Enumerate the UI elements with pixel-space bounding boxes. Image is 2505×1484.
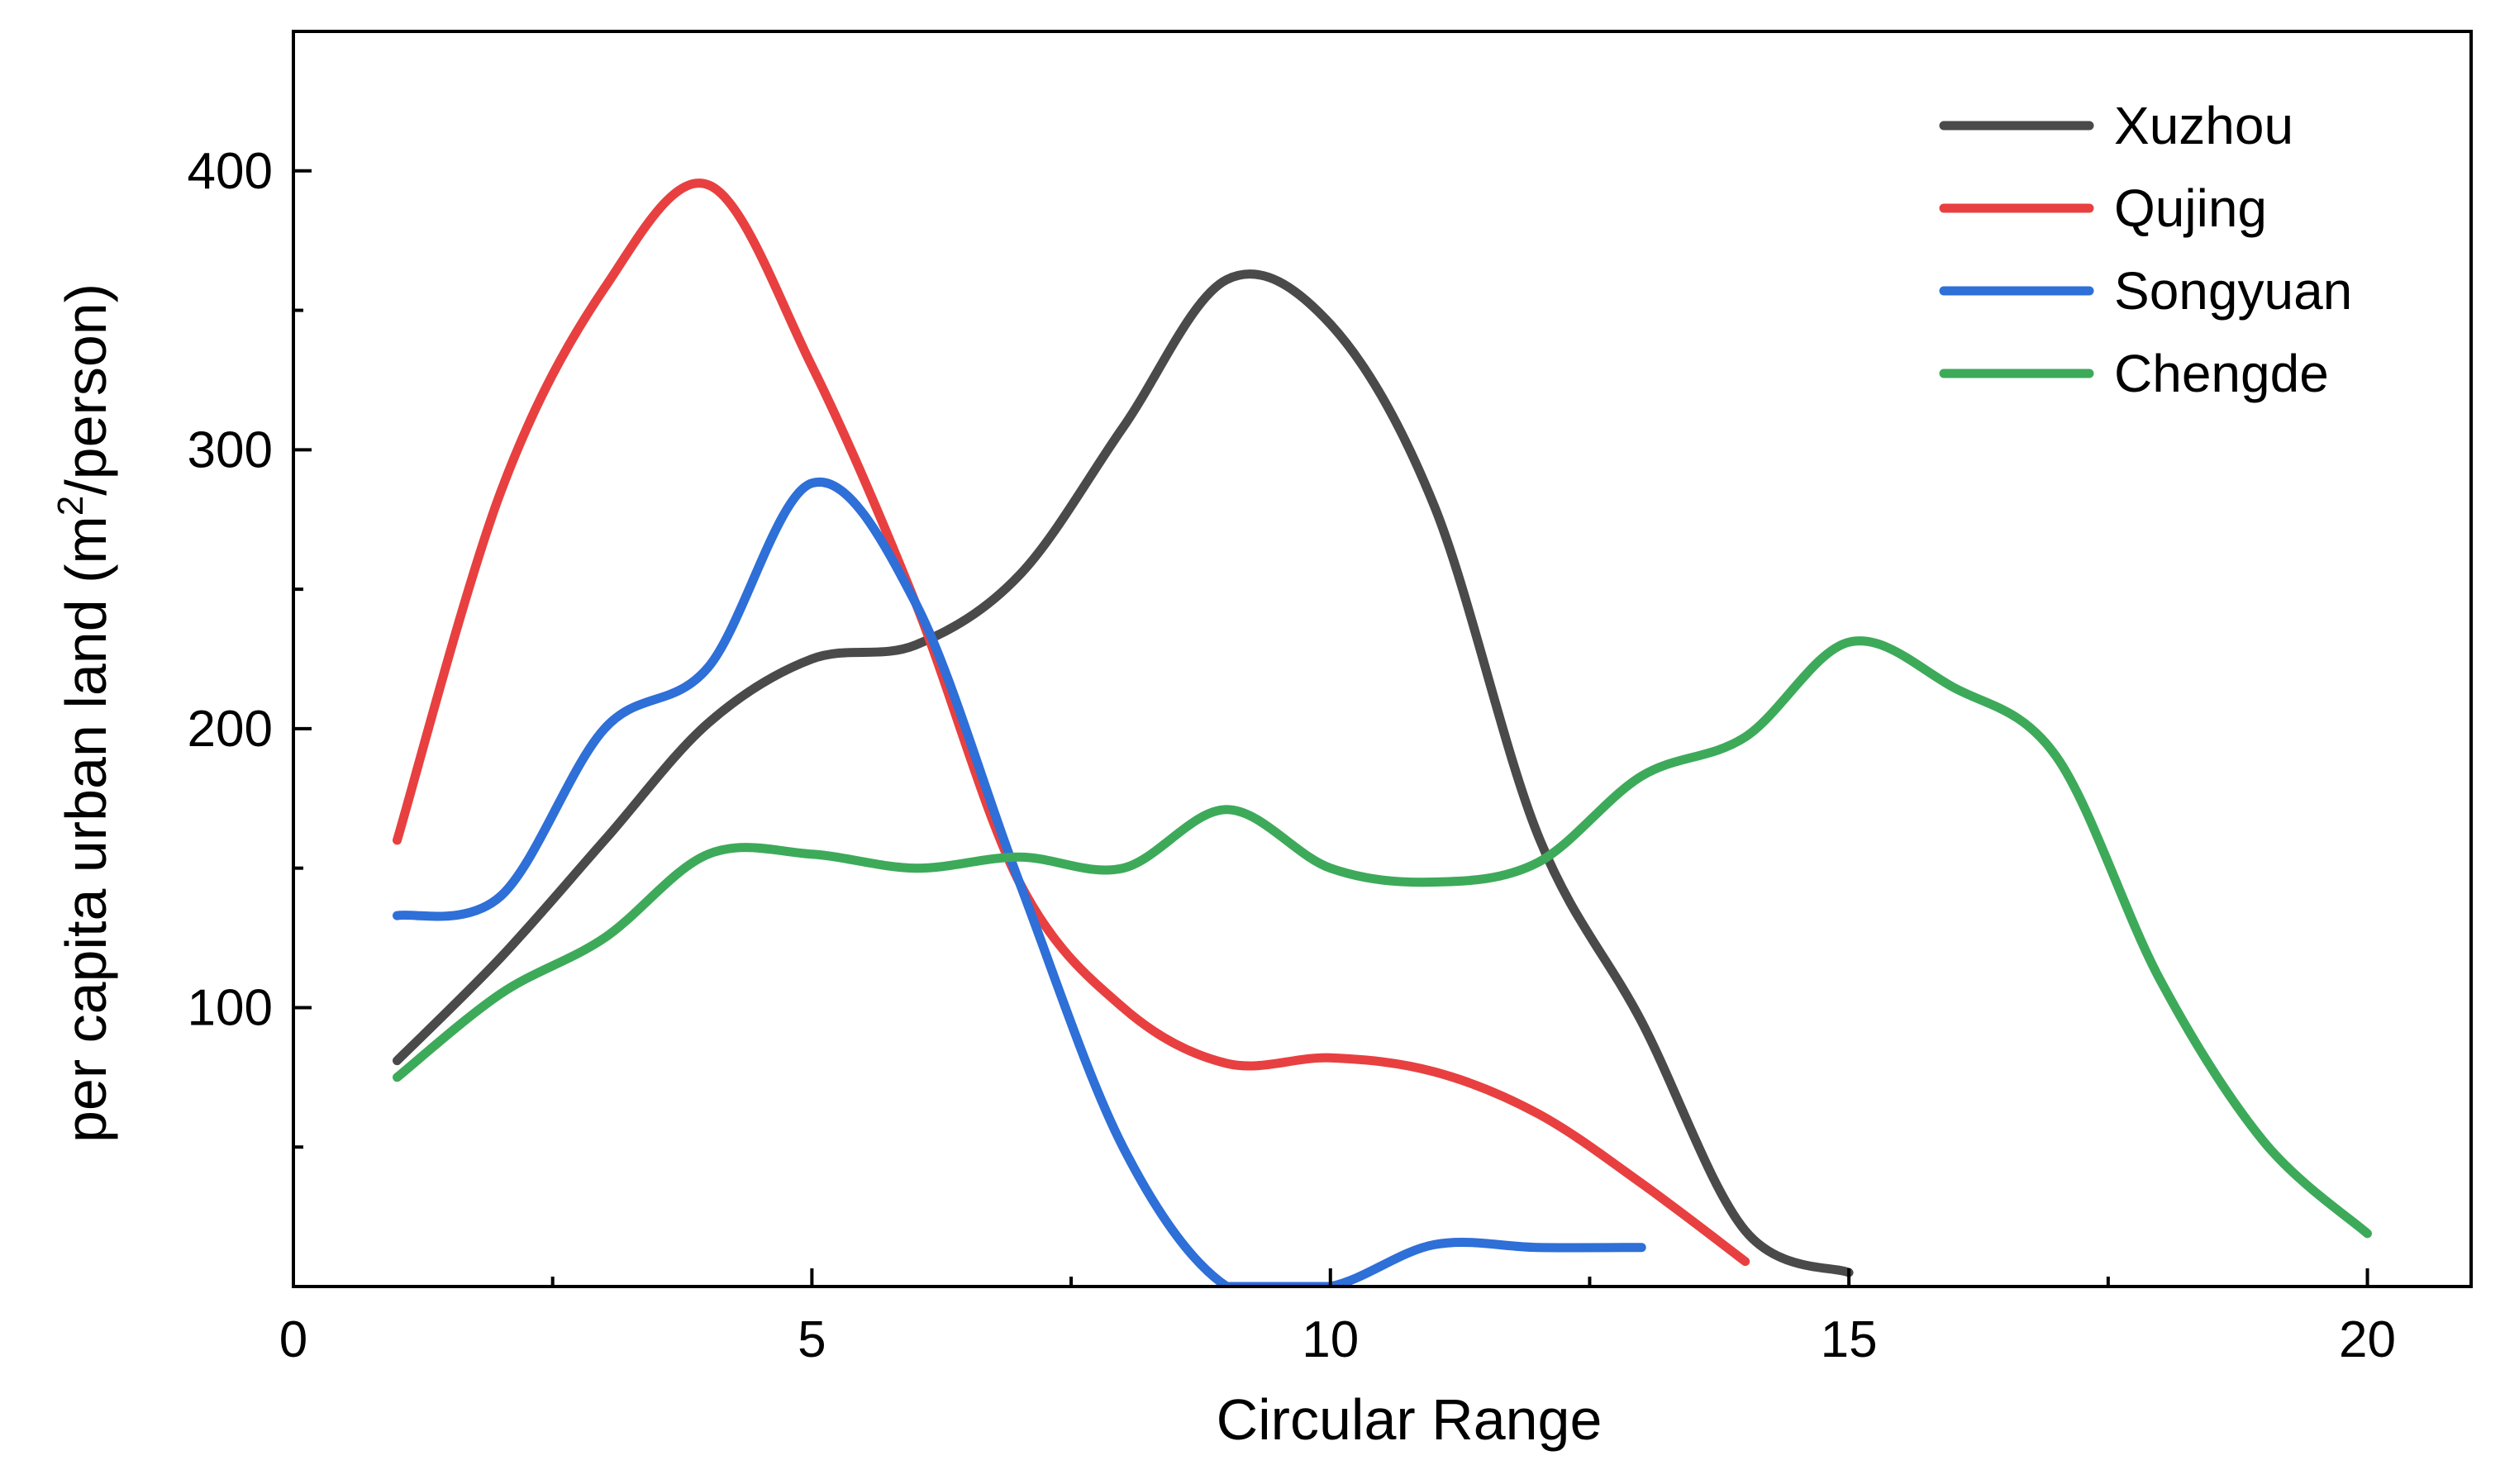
plot-frame bbox=[292, 30, 2473, 1288]
y-tick-label: 300 bbox=[188, 421, 273, 478]
series-line-qujing bbox=[393, 178, 1750, 1267]
y-axis-title: per capita urban land (m2/person) bbox=[50, 283, 118, 1143]
axes-layer: 0 5 10 15 20 100 200 300 400 bbox=[188, 30, 2473, 1368]
x-axis-title: Circular Range bbox=[1217, 1387, 1603, 1452]
series-line-xuzhou bbox=[393, 269, 1854, 1277]
x-tick-label: 10 bbox=[1302, 1311, 1359, 1368]
y-tick-label: 200 bbox=[188, 701, 273, 758]
y-axis-title-suffix: /person) bbox=[54, 283, 118, 496]
y-tick-label: 400 bbox=[188, 143, 273, 200]
legend-label-xuzhou: Xuzhou bbox=[2114, 96, 2293, 155]
x-tick-label: 0 bbox=[279, 1311, 307, 1368]
y-axis-title-prefix: per capita urban land (m bbox=[54, 516, 118, 1143]
legend-label-chengde: Chengde bbox=[2114, 344, 2329, 403]
x-tick-label: 20 bbox=[2339, 1311, 2396, 1368]
series-layer bbox=[393, 178, 2372, 1287]
y-tick-label: 100 bbox=[188, 979, 273, 1036]
legend-label-qujing: Qujing bbox=[2114, 178, 2267, 238]
legend: Xuzhou Qujing Songyuan Chengde bbox=[1939, 96, 2352, 403]
x-tick-label: 15 bbox=[1821, 1311, 1878, 1368]
x-tick-label: 5 bbox=[798, 1311, 826, 1368]
series-line-songyuan bbox=[393, 477, 1646, 1287]
y-axis-title-sup: 2 bbox=[50, 496, 91, 516]
legend-label-songyuan: Songyuan bbox=[2114, 261, 2352, 321]
series-line-chengde bbox=[393, 636, 2372, 1239]
